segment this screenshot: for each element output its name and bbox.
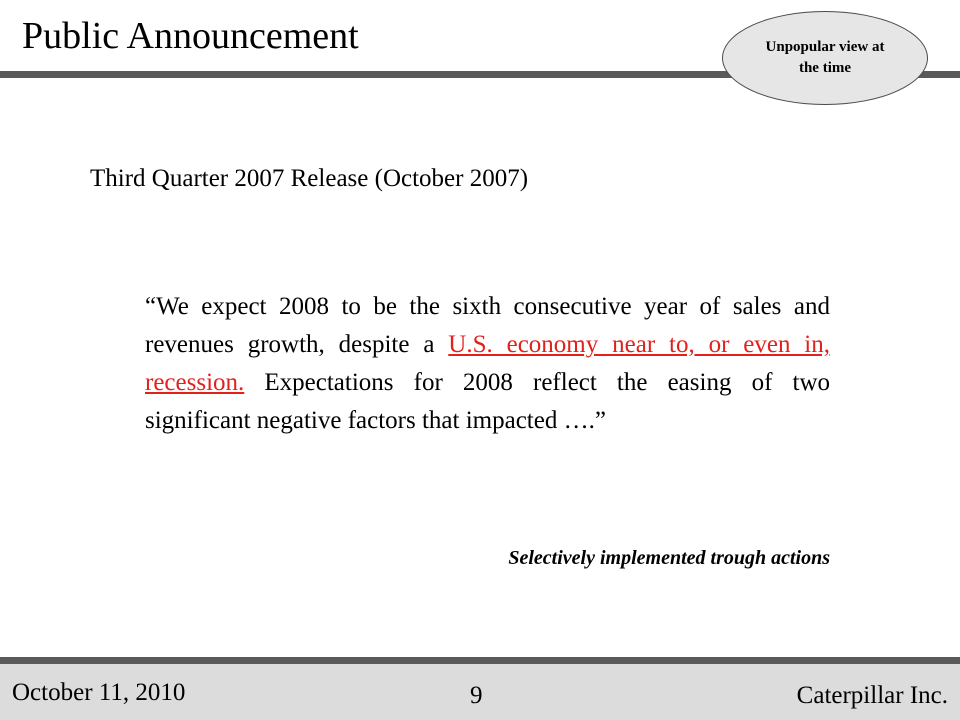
footer-divider bbox=[0, 657, 960, 664]
quote-highlight: U.S. economy near to, or even in, recess… bbox=[145, 331, 831, 396]
release-subtitle: Third Quarter 2007 Release (October 2007… bbox=[90, 165, 529, 192]
callout-bubble: Unpopular view at the time bbox=[722, 11, 928, 105]
trough-actions-note: Selectively implemented trough actions bbox=[508, 547, 830, 569]
quote-text-after: Expectations for 2008 reflect the easing… bbox=[145, 369, 830, 434]
announcement-quote: “We expect 2008 to be the sixth consecut… bbox=[145, 288, 830, 440]
page-number: 9 bbox=[470, 682, 483, 709]
slide-title: Public Announcement bbox=[22, 15, 359, 57]
title-divider bbox=[0, 71, 960, 78]
slide-footer: October 11, 2010 9 Caterpillar Inc. bbox=[0, 664, 960, 720]
quote-text-before: “We expect 2008 to be the sixth consecut… bbox=[145, 293, 830, 358]
footer-date: October 11, 2010 bbox=[12, 679, 186, 706]
company-name: Caterpillar Inc. bbox=[796, 682, 948, 709]
